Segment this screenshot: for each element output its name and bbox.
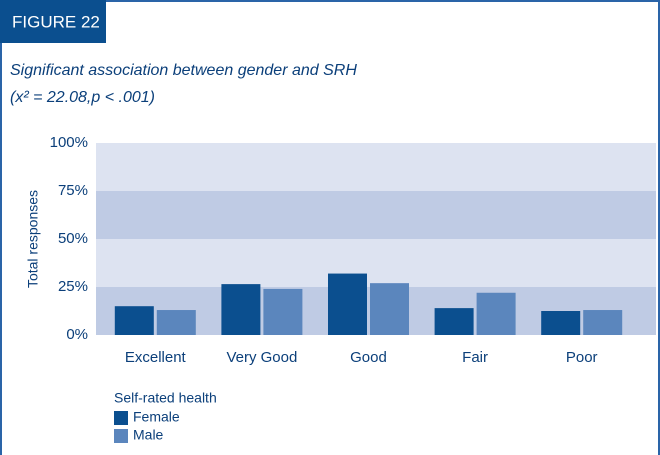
y-axis-label: Total responses: [25, 190, 41, 288]
figure-label: FIGURE 22: [12, 12, 100, 31]
grid-band: [96, 143, 656, 191]
figure-tab: [0, 0, 106, 43]
y-tick-label: 100%: [50, 134, 88, 151]
bar: [370, 283, 409, 335]
legend-label: Female: [133, 409, 180, 425]
chart-title: Significant association between gender a…: [10, 62, 357, 79]
bar: [263, 288, 303, 335]
bar: [583, 310, 623, 335]
bar: [434, 308, 474, 335]
legend-swatch: [114, 411, 128, 425]
bar: [156, 310, 196, 335]
bar: [328, 273, 367, 335]
legend-title: Self-rated health: [114, 390, 217, 406]
x-tick-label: Poor: [566, 349, 598, 366]
grid-band: [96, 191, 656, 239]
x-tick-label: Very Good: [226, 349, 297, 366]
bar: [221, 284, 261, 335]
x-tick-label: Fair: [462, 349, 488, 366]
bar: [541, 311, 581, 335]
legend-swatch: [114, 429, 128, 443]
x-tick-label: Good: [350, 349, 387, 366]
y-tick-label: 75%: [58, 182, 88, 199]
legend-label: Male: [133, 427, 164, 443]
grid-band: [96, 239, 656, 287]
chart-subtitle: (x² = 22.08,p < .001): [10, 89, 155, 106]
y-tick-label: 0%: [66, 326, 88, 343]
bar: [114, 306, 154, 335]
bar: [476, 292, 516, 335]
x-tick-label: Excellent: [125, 349, 187, 366]
y-tick-label: 50%: [58, 230, 88, 247]
y-tick-label: 25%: [58, 278, 88, 295]
